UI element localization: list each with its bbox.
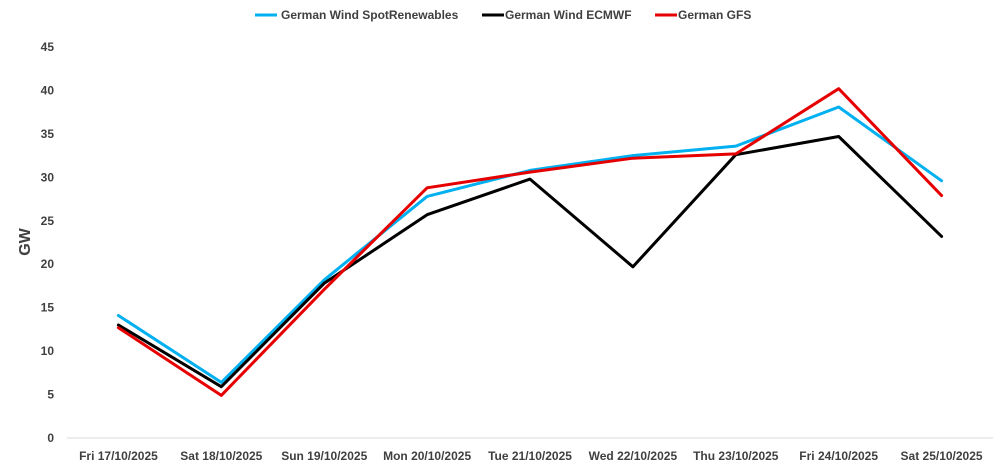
legend-label: German Wind ECMWF — [505, 8, 632, 22]
series-lines — [116, 87, 944, 397]
y-tick-label: 15 — [41, 301, 55, 315]
y-tick-label: 10 — [41, 344, 55, 358]
y-tick-label: 30 — [41, 170, 55, 184]
y-tick-label: 40 — [41, 83, 55, 97]
y-tick-label: 5 — [47, 388, 54, 402]
y-tick-label: 25 — [41, 214, 55, 228]
x-tick-label: Mon 20/10/2025 — [383, 449, 471, 463]
series-line-2 — [116, 135, 944, 389]
x-tick-label: Fri 24/10/2025 — [799, 449, 878, 463]
x-tick-label: Sat 25/10/2025 — [901, 449, 983, 463]
x-tick-label: Tue 21/10/2025 — [488, 449, 572, 463]
x-tick-label: Sun 19/10/2025 — [281, 449, 367, 463]
x-tick-label: Wed 22/10/2025 — [589, 449, 678, 463]
x-axis: Fri 17/10/2025 Sat 18/10/2025 Sun 19/10/20… — [67, 437, 993, 463]
x-tick-label: Fri 17/10/2025 — [79, 449, 158, 463]
series-line-1 — [116, 105, 944, 384]
x-tick-label: Thu 23/10/2025 — [693, 449, 779, 463]
y-axis-title: GW — [17, 227, 34, 255]
y-axis: 0 5 10 15 20 25 30 35 40 45 — [41, 40, 55, 445]
legend: German Wind SpotRenewables German Wind EC… — [255, 8, 751, 22]
legend-label: German Wind SpotRenewables — [281, 8, 459, 22]
y-tick-label: 35 — [41, 127, 55, 141]
y-tick-label: 20 — [41, 257, 55, 271]
y-tick-label: 45 — [41, 40, 55, 54]
series-line-3 — [116, 87, 944, 397]
legend-label: German GFS — [678, 8, 751, 22]
x-tick-label: Sat 18/10/2025 — [180, 449, 262, 463]
y-tick-label: 0 — [47, 431, 54, 445]
